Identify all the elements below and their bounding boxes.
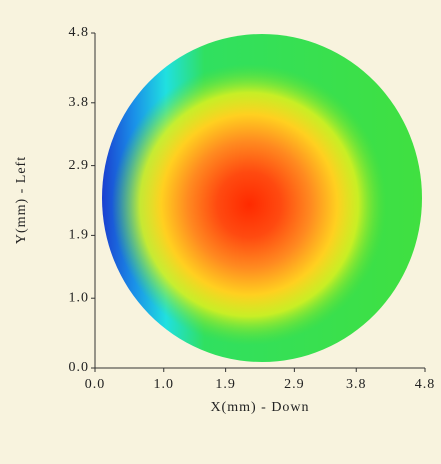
y-tick-label: 3.8	[69, 95, 90, 110]
y-tick-label: 1.9	[69, 228, 90, 243]
heatmap-core	[102, 34, 422, 362]
x-axis-label: X(mm) - Down	[210, 400, 309, 415]
x-tick-label: 4.8	[415, 377, 436, 392]
y-tick-label: 1.0	[69, 290, 90, 305]
x-tick-label: 2.9	[284, 377, 305, 392]
y-axis-label: Y(mm) - Left	[14, 156, 29, 244]
x-tick-label: 1.0	[154, 377, 175, 392]
y-tick-label: 2.9	[69, 158, 90, 173]
x-tick-label: 1.9	[215, 377, 236, 392]
x-tick-label: 3.8	[346, 377, 367, 392]
y-tick-label: 4.8	[69, 25, 90, 40]
x-tick-label: 0.0	[85, 377, 106, 392]
y-tick-label: 0.0	[69, 360, 90, 375]
